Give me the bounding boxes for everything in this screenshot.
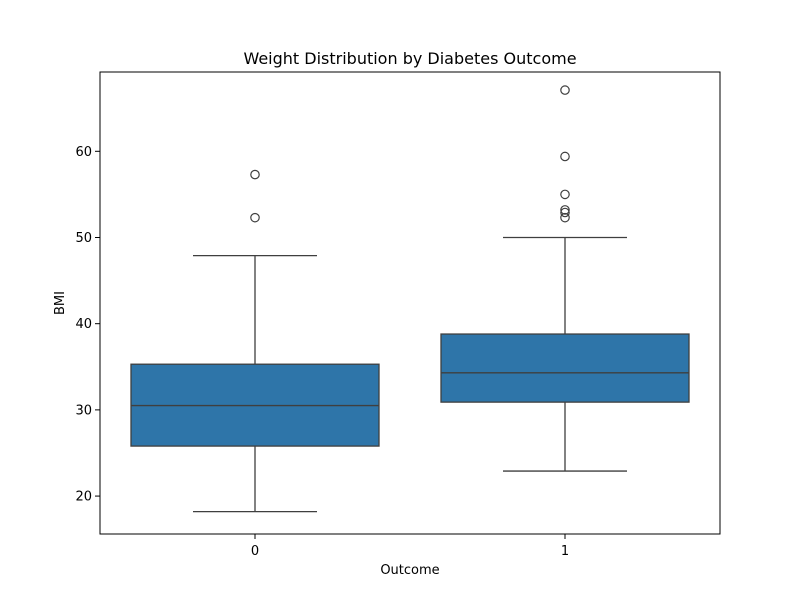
- x-tick-label-0: 0: [251, 544, 259, 559]
- box-1-outlier-3: [560, 189, 570, 200]
- box-0-outlier-1: [250, 169, 260, 180]
- y-axis-label: BMI: [53, 291, 68, 315]
- plot-frame: [99, 71, 721, 535]
- box-1-outlier-1: [560, 207, 570, 218]
- box-1-outlier-2: [560, 205, 570, 215]
- box-0-outlier-0: [250, 212, 260, 223]
- box-1-outlier-4: [560, 151, 570, 162]
- box-1-iqr-box: [440, 333, 690, 403]
- box-1-outlier-0: [560, 212, 570, 223]
- y-tick-label-40: 40: [75, 317, 92, 332]
- y-tick-label-60: 60: [75, 145, 92, 160]
- x-axis-label: Outcome: [380, 563, 439, 578]
- x-tick-label-1: 1: [561, 544, 569, 559]
- box-1-outlier-5: [560, 85, 570, 95]
- plot-area: 20 30 40 50 60 0 1: [75, 71, 721, 559]
- y-tick-label-20: 20: [75, 490, 92, 505]
- chart-title: Weight Distribution by Diabetes Outcome: [243, 49, 576, 68]
- y-tick-label-30: 30: [75, 403, 92, 418]
- y-tick-label-50: 50: [75, 231, 92, 246]
